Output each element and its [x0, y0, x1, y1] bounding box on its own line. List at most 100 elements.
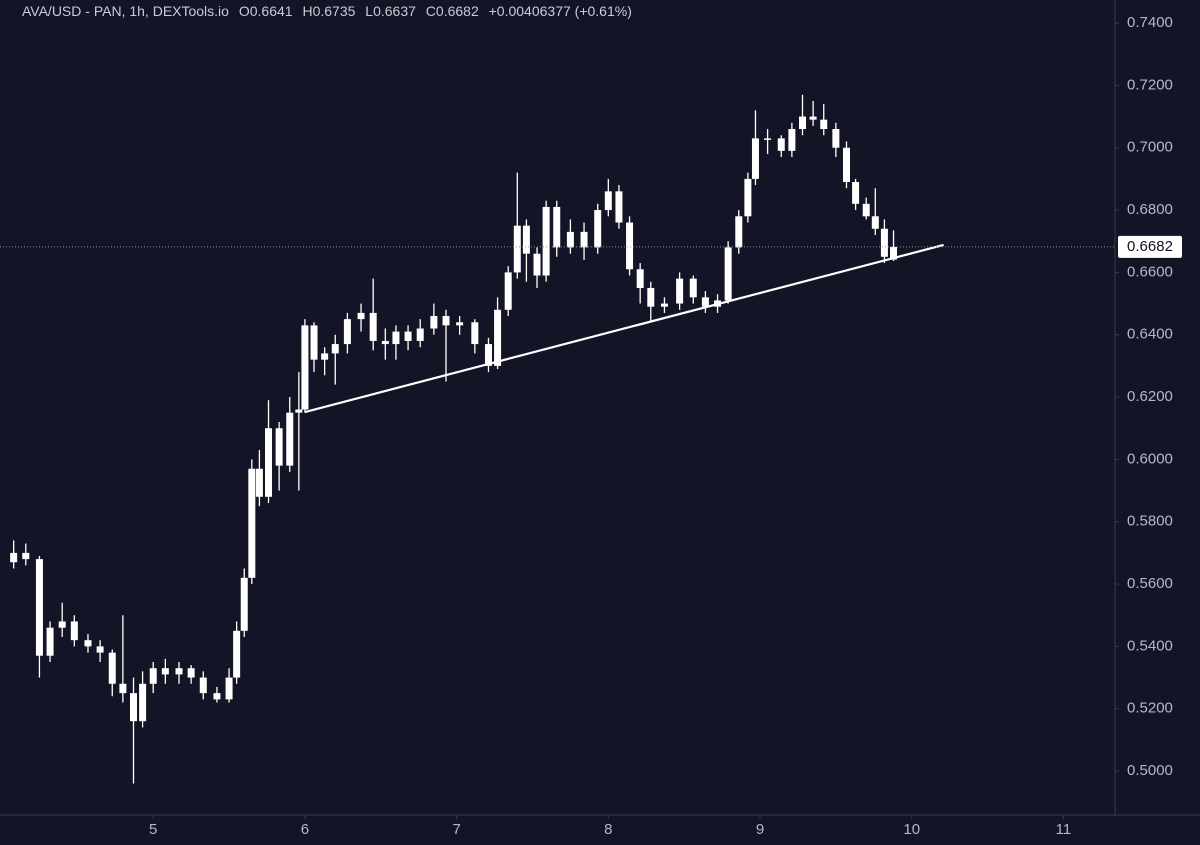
last-price-box — [1118, 235, 1182, 258]
y-tick-label: 0.6000 — [1127, 450, 1173, 467]
candle-body — [777, 138, 785, 151]
candle-body — [504, 272, 512, 310]
candle-body — [357, 312, 365, 320]
candle-body — [35, 559, 43, 656]
candle-body — [862, 203, 870, 217]
candle-body — [310, 325, 318, 360]
candle-body — [764, 138, 772, 140]
candle-body — [108, 652, 116, 684]
candle-body — [735, 216, 743, 248]
candle-body — [404, 331, 412, 341]
candle-body — [10, 552, 18, 563]
y-tick-label: 0.6400 — [1127, 326, 1173, 343]
x-tick-label: 8 — [604, 821, 612, 838]
candle-body — [701, 297, 709, 307]
candle-body — [46, 627, 54, 656]
candle-body — [522, 225, 530, 254]
candle-body — [161, 668, 169, 675]
x-tick-label: 7 — [452, 821, 460, 838]
high-value: H0.6735 — [302, 3, 355, 19]
candle-body — [295, 409, 303, 413]
candle-body — [636, 269, 644, 288]
candle-body — [484, 344, 492, 366]
last-price-label: 0.6682 — [1127, 238, 1173, 255]
candle-body — [513, 225, 521, 273]
candle-body — [233, 630, 241, 678]
candle-body — [890, 246, 898, 260]
y-tick-label: 0.5800 — [1127, 513, 1173, 530]
candle-body — [213, 693, 221, 700]
candle-body — [542, 206, 550, 276]
candle-body — [139, 683, 147, 722]
candle-body — [798, 116, 806, 130]
candle-body — [566, 231, 574, 248]
y-tick-label: 0.5600 — [1127, 575, 1173, 592]
candle-body — [225, 677, 233, 700]
candle-body — [416, 328, 424, 341]
y-tick-label: 0.5000 — [1127, 762, 1173, 779]
symbol: AVA/USD - PAN, 1h, DEXTools.io — [22, 3, 229, 19]
candle-body — [149, 668, 157, 684]
x-tick-label: 10 — [903, 821, 920, 838]
candle-body — [647, 287, 655, 307]
x-tick-label: 11 — [1056, 821, 1072, 838]
x-tick-label: 5 — [149, 821, 157, 838]
x-tick-label: 6 — [301, 821, 309, 838]
candle-body — [871, 216, 879, 229]
open-value: O0.6641 — [239, 3, 293, 19]
change-value: +0.00406377 (+0.61%) — [489, 3, 632, 19]
chart-header: AVA/USD - PAN, 1h, DEXTools.io O0.6641 H… — [22, 3, 632, 19]
candle-body — [84, 640, 92, 647]
candle-body — [187, 668, 195, 678]
candle-body — [240, 577, 248, 631]
candle-body — [788, 129, 796, 151]
candle-body — [880, 228, 888, 257]
candle-body — [594, 210, 602, 248]
candle-body — [275, 428, 283, 466]
candle-body — [70, 621, 78, 641]
y-tick-label: 0.6200 — [1127, 388, 1173, 405]
y-tick-label: 0.7400 — [1127, 14, 1173, 31]
candle-body — [321, 353, 329, 360]
candle-body — [809, 116, 817, 120]
candle-body — [676, 278, 684, 304]
candle-body — [852, 182, 860, 204]
y-tick-label: 0.5400 — [1127, 637, 1173, 654]
y-tick-label: 0.6800 — [1127, 201, 1173, 218]
candle-body — [832, 129, 840, 148]
y-tick-label: 0.6600 — [1127, 263, 1173, 280]
candle-body — [381, 340, 389, 345]
close-value: C0.6682 — [426, 3, 479, 19]
candle-body — [129, 693, 137, 722]
candle-body — [199, 677, 207, 694]
candle-body — [456, 322, 464, 326]
low-value: L0.6637 — [365, 3, 416, 19]
candle-body — [286, 412, 294, 466]
candle-body — [119, 683, 127, 694]
x-tick-label: 9 — [756, 821, 764, 838]
candle-body — [494, 309, 502, 366]
candle-body — [842, 147, 850, 183]
candle-body — [689, 278, 697, 298]
candle-body — [626, 222, 634, 270]
candle-body — [615, 191, 623, 223]
y-tick-label: 0.5200 — [1127, 700, 1173, 717]
candle-body — [751, 138, 759, 179]
y-tick-label: 0.7200 — [1127, 76, 1173, 93]
candle-body — [392, 331, 400, 345]
candle-body — [265, 428, 273, 497]
candle-body — [604, 191, 612, 211]
trendline — [304, 243, 944, 414]
candle-body — [343, 319, 351, 345]
candle-body — [430, 316, 438, 329]
candle-body — [580, 231, 588, 248]
candle-body — [442, 316, 450, 326]
candle-body — [553, 206, 561, 248]
candle-body — [820, 119, 828, 130]
candle-body — [301, 325, 309, 410]
candle-body — [533, 253, 541, 276]
candle-body — [369, 312, 377, 341]
candle-body — [471, 322, 479, 345]
